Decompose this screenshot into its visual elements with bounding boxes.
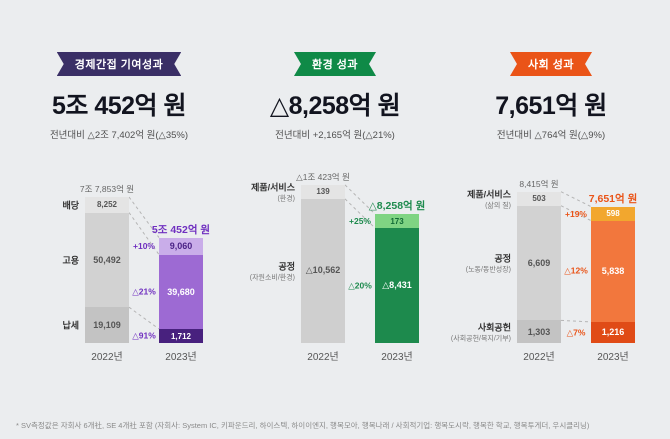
year-label-2022: 2022년 <box>523 352 555 363</box>
pct-change-label: △7% <box>566 327 586 337</box>
year-label-2023: 2023년 <box>165 352 197 363</box>
section-headline-social: 7,651억 원 <box>495 92 607 120</box>
category-label: 제품/서비스 (삶의 질) <box>467 189 511 210</box>
bar-segment-2022: 1,303 <box>517 320 561 343</box>
total-label-2022: 8,415억 원 <box>519 178 559 189</box>
bar-segment-2023: 598 <box>591 206 635 221</box>
segment-value-label: 50,492 <box>93 254 121 265</box>
bar-segment-2022: 8,252 <box>85 197 129 213</box>
connector-lines <box>344 184 376 229</box>
bar-segment-2022: 19,109 <box>85 307 129 343</box>
bar-segment-2022: △10,562 <box>301 198 345 343</box>
year-label-2023: 2023년 <box>597 352 629 363</box>
section-subline-economic: 전년대비 △2조 7,402억 원(△35%) <box>49 130 189 141</box>
bar-segment-2022: 6,609 <box>517 205 561 321</box>
segment-value-label: 503 <box>532 194 546 204</box>
total-label-2023: △8,258억 원 <box>368 199 426 212</box>
segment-value-label: 9,060 <box>169 241 193 252</box>
category-label: 제품/서비스 (환경) <box>251 182 295 203</box>
year-label-2023: 2023년 <box>381 352 413 363</box>
section-subline-social: 전년대비 △764억 원(△9%) <box>496 130 606 141</box>
category-label: 사회공헌 (사회공헌/복지/기부) <box>450 322 511 343</box>
section-social: 사회 성과 7,651억 원 전년대비 △764억 원(△9%) 8,415억 … <box>445 52 657 373</box>
section-badge-economic: 경제간접 기여성과 <box>57 52 182 76</box>
total-label-2023: 5조 452억 원 <box>151 223 211 236</box>
connector-lines <box>128 196 160 330</box>
segment-value-label: 173 <box>390 216 404 226</box>
footnote: * SV측정값은 자회사 6개社, SE 4개社 포함 (자회사: System… <box>16 421 590 430</box>
segment-value-label: 1,712 <box>170 331 192 341</box>
category-label: 공정 (노동/동반성장) <box>465 253 511 274</box>
category-label: 배당 <box>62 200 79 211</box>
category-label: 납세 <box>62 320 79 331</box>
category-label: 고용 <box>62 255 79 266</box>
segment-value-label: 1,216 <box>601 327 625 338</box>
pct-change-label: △20% <box>348 280 372 290</box>
segment-value-label: △10,562 <box>305 265 341 276</box>
bar-segment-2023: 39,680 <box>159 254 203 329</box>
pct-change-label: △12% <box>564 265 588 276</box>
category-label: 공정 (자원소비/환경) <box>249 261 295 282</box>
segment-value-label: 5,838 <box>601 266 625 277</box>
pct-change-label: △91% <box>132 330 156 341</box>
connector-lines <box>560 191 592 323</box>
section-headline-economic: 5조 452억 원 <box>51 92 187 120</box>
bar-segment-2022: 50,492 <box>85 212 129 308</box>
segment-value-label: 6,609 <box>527 258 551 269</box>
year-label-2022: 2022년 <box>307 352 339 363</box>
segment-value-label: 139 <box>316 187 330 197</box>
section-environment: 환경 성과 △8,258억 원 전년대비 +2,165억 원(△21%) △1조… <box>229 52 441 373</box>
total-label-2022: 7조 7,853억 원 <box>79 184 135 194</box>
stacked-bar-chart-economic: 7조 7,853억 원 5조 452억 원 8,252 9,060 배당 +10% 50,4… <box>13 151 225 373</box>
segment-value-label: 39,680 <box>167 286 195 297</box>
segment-value-label: 19,109 <box>93 320 121 331</box>
bar-segment-2023: 173 <box>375 214 419 228</box>
segment-value-label: △8,431 <box>382 280 412 290</box>
pct-change-label: +25% <box>349 216 371 226</box>
bar-segment-2023: 9,060 <box>159 237 203 255</box>
bar-segment-2023: 5,838 <box>591 220 635 322</box>
pct-change-label: △21% <box>132 286 156 297</box>
section-badge-social: 사회 성과 <box>510 52 592 76</box>
total-label-2023: 7,651억 원 <box>588 192 638 205</box>
section-subline-environment: 전년대비 +2,165억 원(△21%) <box>275 130 395 141</box>
sections-row: 경제간접 기여성과 5조 452억 원 전년대비 △2조 7,402억 원(△3… <box>13 0 657 373</box>
bar-segment-2022: 503 <box>517 191 561 206</box>
bar-segment-2023: 1,216 <box>591 321 635 343</box>
stacked-bar-chart-social: 8,415억 원 7,651억 원 503 598 제품/서비스 (삶의 질) +19% 6,… <box>445 151 657 373</box>
pct-change-label: +10% <box>133 241 155 252</box>
total-label-2022: △1조 423억 원 <box>296 171 350 182</box>
pct-change-label: +19% <box>565 208 587 219</box>
stacked-bar-chart-environment: △1조 423억 원 △8,258억 원 139 173 제품/서비스 (환경) +25% △… <box>229 151 441 373</box>
year-label-2022: 2022년 <box>91 352 123 363</box>
section-badge-environment: 환경 성과 <box>294 52 376 76</box>
bar-segment-2023: △8,431 <box>375 228 419 343</box>
segment-value-label: 598 <box>606 209 620 219</box>
segment-value-label: 1,303 <box>527 326 551 337</box>
bar-segment-2023: 1,712 <box>159 329 203 343</box>
bar-segment-2022: 139 <box>301 184 345 199</box>
section-economic: 경제간접 기여성과 5조 452억 원 전년대비 △2조 7,402억 원(△3… <box>13 52 225 373</box>
segment-value-label: 8,252 <box>96 200 118 210</box>
section-headline-environment: △8,258억 원 <box>269 92 401 120</box>
